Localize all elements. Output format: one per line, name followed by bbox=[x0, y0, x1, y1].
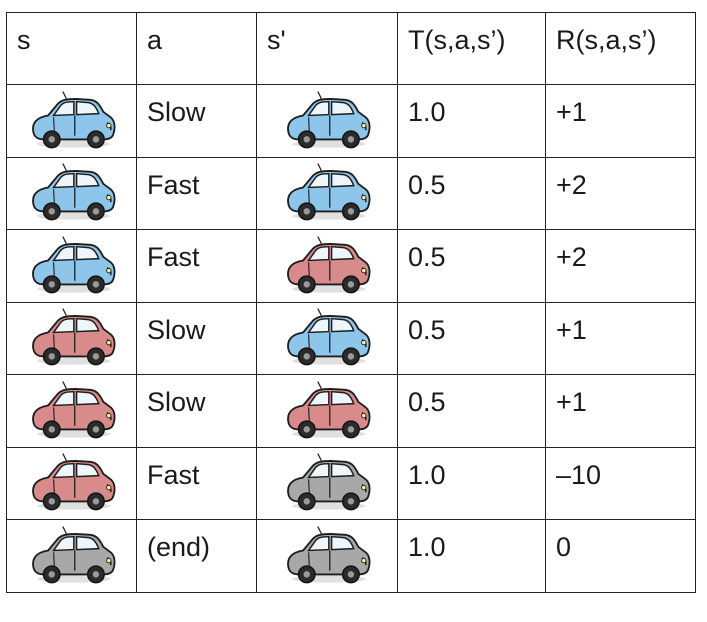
transition-value: 0.5 bbox=[408, 387, 446, 417]
warm-car-icon bbox=[281, 236, 373, 296]
warm-car-icon bbox=[26, 453, 118, 513]
reward-cell: +2 bbox=[545, 229, 696, 303]
table-row: Slow 0.5 +1 bbox=[6, 301, 696, 375]
reward-cell: 0 bbox=[545, 519, 696, 593]
warm-car-icon bbox=[281, 381, 373, 441]
transition-cell: 0.5 bbox=[397, 374, 546, 448]
transition-table: s a s' T(s,a,s’) R(s,a,s’) Slow 1.0 +1 F… bbox=[6, 12, 696, 593]
transition-value: 0.5 bbox=[408, 169, 446, 200]
cool-car-icon bbox=[26, 236, 118, 296]
overheated-car-icon bbox=[26, 526, 118, 586]
reward-value: +1 bbox=[556, 387, 587, 417]
next-state-cell bbox=[256, 84, 398, 158]
header-cell: s bbox=[6, 12, 137, 85]
transition-value: 0.5 bbox=[408, 314, 446, 345]
reward-value: +1 bbox=[556, 314, 587, 345]
overheated-car-icon bbox=[281, 526, 373, 586]
header-cell: s' bbox=[256, 12, 398, 85]
action-label: Slow bbox=[147, 387, 206, 417]
cool-car-icon bbox=[26, 163, 118, 223]
transition-cell: 1.0 bbox=[397, 519, 546, 593]
state-cell bbox=[6, 84, 137, 158]
transition-value: 1.0 bbox=[408, 459, 446, 490]
transition-cell: 0.5 bbox=[397, 156, 546, 230]
action-cell: Slow bbox=[136, 374, 257, 448]
reward-cell: +2 bbox=[545, 156, 696, 230]
header-s: s bbox=[17, 25, 31, 55]
state-cell bbox=[6, 446, 137, 520]
cool-car-icon bbox=[281, 163, 373, 223]
table-header-row: s a s' T(s,a,s’) R(s,a,s’) bbox=[6, 12, 696, 85]
action-label: Slow bbox=[147, 97, 206, 127]
reward-cell: +1 bbox=[545, 301, 696, 375]
transition-cell: 0.5 bbox=[397, 229, 546, 303]
state-cell bbox=[6, 374, 137, 448]
table-row: Slow 0.5 +1 bbox=[6, 374, 696, 448]
state-cell bbox=[6, 301, 137, 375]
action-cell: (end) bbox=[136, 519, 257, 593]
reward-cell: +1 bbox=[545, 374, 696, 448]
cool-car-icon bbox=[26, 91, 118, 151]
table-row: (end) 1.0 0 bbox=[6, 519, 696, 593]
cool-car-icon bbox=[281, 308, 373, 368]
action-label: (end) bbox=[147, 532, 211, 562]
state-cell bbox=[6, 229, 137, 303]
header-s-prime: s' bbox=[267, 25, 286, 55]
transition-cell: 0.5 bbox=[397, 301, 546, 375]
action-label: Slow bbox=[147, 314, 206, 345]
action-label: Fast bbox=[147, 169, 200, 200]
reward-value: –10 bbox=[556, 459, 602, 490]
warm-car-icon bbox=[26, 381, 118, 441]
table-row: Fast 0.5 +2 bbox=[6, 229, 696, 303]
action-label: Fast bbox=[147, 459, 200, 490]
table-row: Slow 1.0 +1 bbox=[6, 84, 696, 158]
next-state-cell bbox=[256, 374, 398, 448]
transition-value: 0.5 bbox=[408, 242, 446, 272]
state-cell bbox=[6, 519, 137, 593]
next-state-cell bbox=[256, 229, 398, 303]
transition-value: 1.0 bbox=[408, 97, 446, 127]
transition-value: 1.0 bbox=[408, 532, 446, 562]
action-cell: Fast bbox=[136, 156, 257, 230]
header-a: a bbox=[147, 25, 163, 55]
reward-cell: +1 bbox=[545, 84, 696, 158]
state-cell bbox=[6, 156, 137, 230]
transition-cell: 1.0 bbox=[397, 84, 546, 158]
next-state-cell bbox=[256, 446, 398, 520]
reward-value: +2 bbox=[556, 169, 587, 200]
reward-value: +1 bbox=[556, 97, 587, 127]
table-row: Fast 0.5 +2 bbox=[6, 156, 696, 230]
header-reward: R(s,a,s’) bbox=[556, 25, 657, 55]
action-cell: Slow bbox=[136, 301, 257, 375]
header-cell: a bbox=[136, 12, 257, 85]
reward-cell: –10 bbox=[545, 446, 696, 520]
header-cell: T(s,a,s’) bbox=[397, 12, 546, 85]
action-label: Fast bbox=[147, 242, 200, 272]
cool-car-icon bbox=[281, 91, 373, 151]
header-cell: R(s,a,s’) bbox=[545, 12, 696, 85]
next-state-cell bbox=[256, 519, 398, 593]
transition-cell: 1.0 bbox=[397, 446, 546, 520]
action-cell: Slow bbox=[136, 84, 257, 158]
next-state-cell bbox=[256, 301, 398, 375]
overheated-car-icon bbox=[281, 453, 373, 513]
reward-value: 0 bbox=[556, 532, 572, 562]
warm-car-icon bbox=[26, 308, 118, 368]
action-cell: Fast bbox=[136, 229, 257, 303]
next-state-cell bbox=[256, 156, 398, 230]
action-cell: Fast bbox=[136, 446, 257, 520]
header-transition: T(s,a,s’) bbox=[408, 25, 506, 55]
reward-value: +2 bbox=[556, 242, 587, 272]
table-row: Fast 1.0 –10 bbox=[6, 446, 696, 520]
